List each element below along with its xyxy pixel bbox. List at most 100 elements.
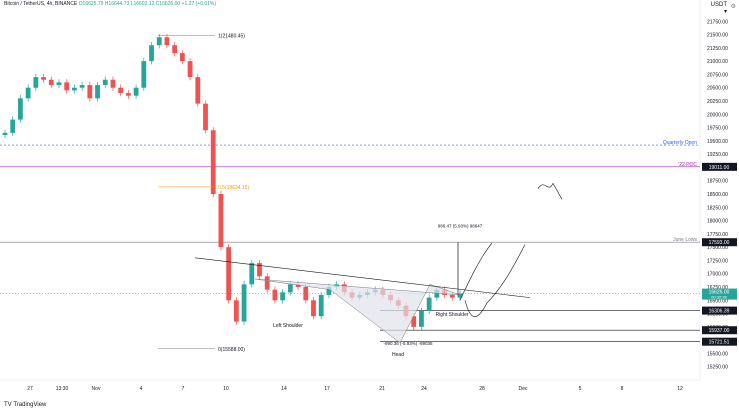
fib-mid-label: 0.5(18634.15) — [218, 185, 249, 191]
currency-selector[interactable]: USDT ▾ — [711, 2, 727, 16]
price-tag-label: 19011.00 — [709, 165, 730, 171]
x-tick-label: 27 — [27, 386, 33, 392]
projection-path — [464, 244, 526, 317]
x-tick-label: Dec — [519, 386, 528, 392]
candle-body — [272, 289, 278, 301]
candle-body — [426, 297, 432, 311]
candle-body — [141, 61, 147, 88]
price-tag-label: 16306.39 — [709, 309, 730, 315]
price-tag — [702, 162, 737, 171]
candle-body — [118, 87, 124, 94]
candle-body — [18, 98, 23, 120]
x-tick-label: 13:30 — [56, 386, 69, 392]
candle-body — [449, 294, 455, 298]
level-label: Quarterly Open — [663, 140, 697, 146]
y-tick-label: 19750.00 — [707, 126, 728, 132]
candle-body — [295, 284, 301, 287]
y-tick-label: 20250.00 — [707, 99, 728, 105]
candle-body — [64, 82, 70, 91]
x-tick-label: Nov — [92, 386, 101, 392]
price-change: +1.27 (+0.01%) — [181, 1, 217, 7]
head-label: Head — [392, 352, 404, 358]
fib-high-label: 1(21480.45) — [218, 34, 245, 40]
candle-body — [218, 194, 224, 248]
candle-body — [264, 276, 270, 290]
candle-body — [326, 287, 332, 295]
x-tick-label: 21 — [379, 386, 385, 392]
candle-body — [149, 45, 154, 62]
y-tick-label: 16500.00 — [707, 298, 728, 304]
candle-body — [33, 77, 39, 88]
candle-body — [457, 293, 463, 298]
price-tag-label: 17593.00 — [709, 240, 730, 246]
ohlc-values: O16625.79 H16644.73 L16602.12 C16626.00 — [78, 1, 181, 7]
y-tick-label: 19500.00 — [707, 139, 728, 145]
y-tick-label: 21750.00 — [707, 19, 728, 25]
head-shoulders-shape — [254, 278, 461, 344]
candle-body — [95, 85, 100, 99]
price-tag-label: 15721.51 — [709, 340, 730, 346]
candle-body — [10, 119, 16, 133]
candle-body — [318, 294, 324, 317]
candle-body — [79, 85, 85, 88]
candle-body — [56, 82, 62, 86]
price-tag — [702, 238, 737, 247]
y-tick-label: 21500.00 — [707, 33, 728, 39]
candle-body — [110, 79, 116, 88]
neckline — [194, 257, 531, 298]
current-price-countdown: 00:32:28 — [711, 295, 727, 300]
candle-body — [257, 263, 262, 277]
x-tick-label: 24 — [421, 386, 427, 392]
candle-body — [41, 77, 46, 80]
candle-body — [164, 37, 170, 46]
tradingview-logo[interactable]: TV TradingView — [4, 402, 46, 408]
y-tick-label: 18750.00 — [707, 179, 728, 185]
level-label: '22 POC — [678, 162, 697, 168]
candle-body — [187, 61, 193, 78]
y-tick-label: 18250.00 — [707, 205, 728, 211]
measure-top-label: 986.47 (5.93%) 98647 — [438, 223, 483, 228]
candle-body — [233, 300, 239, 322]
y-tick-label: 17250.00 — [707, 258, 728, 264]
candle-body — [241, 284, 247, 322]
y-tick-label: 18000.00 — [707, 219, 728, 225]
y-tick-label: 17500.00 — [707, 245, 728, 251]
x-tick-label: 17 — [324, 386, 330, 392]
y-tick-label: 17750.00 — [707, 232, 728, 238]
price-tag-label: 15937.00 — [709, 328, 730, 334]
candle-body — [48, 79, 54, 86]
candle-body — [210, 130, 216, 194]
tradingview-mark: TV — [4, 402, 12, 408]
candle-body — [133, 87, 139, 96]
left-shoulder-label: Left Shoulder — [273, 323, 303, 329]
candle-body — [25, 87, 31, 99]
x-tick-label: 12 — [677, 386, 683, 392]
y-tick-label: 20750.00 — [707, 72, 728, 78]
candle-body — [249, 263, 255, 285]
candle-body — [226, 247, 232, 301]
y-tick-label: 17000.00 — [707, 272, 728, 278]
x-tick-label: 14 — [281, 386, 287, 392]
candle-body — [287, 284, 293, 293]
chevron-down-icon: ▾ — [723, 9, 727, 15]
price-tag — [702, 306, 737, 315]
candle-body — [303, 287, 309, 301]
currency-label: USDT — [710, 2, 727, 8]
measure-bottom-label: -990.36 (-5.93%) -99036 — [383, 341, 433, 346]
y-tick-label: 15250.00 — [707, 365, 728, 371]
candle-body — [311, 300, 316, 317]
candle-body — [203, 103, 208, 131]
candle-body — [280, 292, 286, 301]
candle-body — [419, 310, 424, 327]
candle-body — [2, 132, 8, 136]
x-tick-label: 7 — [182, 386, 185, 392]
y-tick-label: 21000.00 — [707, 59, 728, 65]
x-tick-label: 8 — [621, 386, 624, 392]
y-tick-label: 15500.00 — [707, 351, 728, 357]
candle-body — [434, 289, 440, 298]
candle-body — [411, 316, 417, 327]
gear-icon[interactable]: ⚙ — [730, 4, 736, 10]
candle-body — [102, 79, 108, 86]
y-tick-label: 16750.00 — [707, 285, 728, 291]
